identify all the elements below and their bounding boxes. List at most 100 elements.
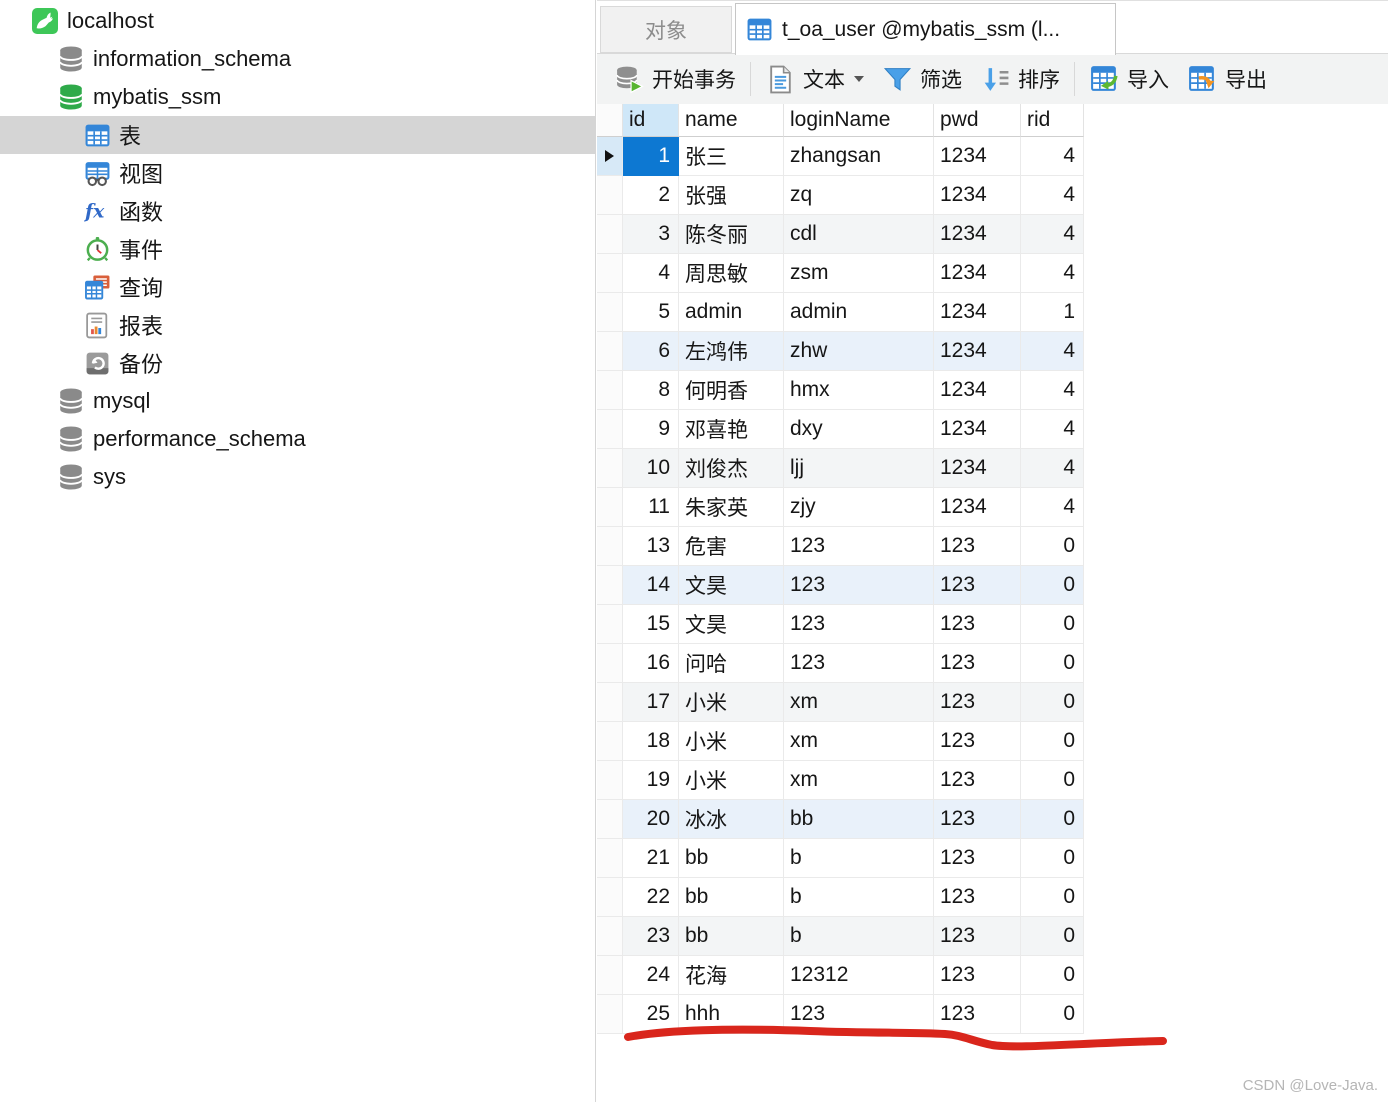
cell-name[interactable]: 危害 [679, 527, 784, 566]
row-selector[interactable] [597, 488, 623, 527]
text-doc-button[interactable]: 文本 [756, 60, 873, 99]
cell-name[interactable]: 邓喜艳 [679, 410, 784, 449]
dropdown-caret-icon[interactable] [854, 76, 864, 82]
cell-name[interactable]: bb [679, 917, 784, 956]
cell-loginName[interactable]: 12312 [784, 956, 934, 995]
cell-pwd[interactable]: 123 [934, 995, 1021, 1034]
tab-objects[interactable]: 对象 [600, 6, 732, 53]
sidebar-item-视图[interactable]: 视图 [0, 154, 595, 192]
cell-name[interactable]: 小米 [679, 722, 784, 761]
cell-rid[interactable]: 0 [1021, 722, 1084, 761]
cell-pwd[interactable]: 123 [934, 839, 1021, 878]
row-selector[interactable] [597, 137, 623, 176]
row-selector[interactable] [597, 332, 623, 371]
row-selector[interactable] [597, 605, 623, 644]
cell-pwd[interactable]: 1234 [934, 449, 1021, 488]
cell-rid[interactable]: 0 [1021, 566, 1084, 605]
begin-transaction-button[interactable]: 开始事务 [605, 60, 745, 99]
sidebar-item-事件[interactable]: 事件 [0, 230, 595, 268]
cell-loginName[interactable]: xm [784, 761, 934, 800]
row-selector[interactable] [597, 410, 623, 449]
cell-name[interactable]: 冰冰 [679, 800, 784, 839]
row-selector[interactable] [597, 293, 623, 332]
sidebar-item-查询[interactable]: 查询 [0, 268, 595, 306]
cell-rid[interactable]: 0 [1021, 800, 1084, 839]
cell-name[interactable]: 文昊 [679, 566, 784, 605]
cell-pwd[interactable]: 123 [934, 761, 1021, 800]
cell-rid[interactable]: 0 [1021, 644, 1084, 683]
cell-pwd[interactable]: 1234 [934, 371, 1021, 410]
cell-rid[interactable]: 0 [1021, 956, 1084, 995]
column-header-rid[interactable]: rid [1021, 104, 1084, 137]
cell-pwd[interactable]: 123 [934, 683, 1021, 722]
sidebar-item-表[interactable]: 表 [0, 116, 595, 154]
row-selector[interactable] [597, 566, 623, 605]
cell-pwd[interactable]: 1234 [934, 332, 1021, 371]
cell-pwd[interactable]: 123 [934, 644, 1021, 683]
cell-id[interactable]: 13 [623, 527, 679, 566]
cell-pwd[interactable]: 123 [934, 800, 1021, 839]
row-selector[interactable] [597, 878, 623, 917]
column-header-id[interactable]: id [623, 104, 679, 137]
cell-loginName[interactable]: zq [784, 176, 934, 215]
cell-pwd[interactable]: 123 [934, 527, 1021, 566]
cell-rid[interactable]: 0 [1021, 995, 1084, 1034]
cell-id[interactable]: 21 [623, 839, 679, 878]
cell-loginName[interactable]: 123 [784, 527, 934, 566]
column-header-pwd[interactable]: pwd [934, 104, 1021, 137]
cell-pwd[interactable]: 1234 [934, 176, 1021, 215]
cell-pwd[interactable]: 1234 [934, 254, 1021, 293]
cell-loginName[interactable]: cdl [784, 215, 934, 254]
cell-id[interactable]: 3 [623, 215, 679, 254]
cell-rid[interactable]: 0 [1021, 878, 1084, 917]
import-button[interactable]: 导入 [1080, 60, 1178, 99]
filter-button[interactable]: 筛选 [873, 60, 971, 99]
cell-pwd[interactable]: 1234 [934, 215, 1021, 254]
cell-id[interactable]: 4 [623, 254, 679, 293]
cell-name[interactable]: 左鸿伟 [679, 332, 784, 371]
row-selector[interactable] [597, 917, 623, 956]
sidebar-item-localhost[interactable]: localhost [0, 2, 595, 40]
cell-name[interactable]: bb [679, 839, 784, 878]
cell-rid[interactable]: 0 [1021, 761, 1084, 800]
cell-name[interactable]: 张强 [679, 176, 784, 215]
cell-pwd[interactable]: 1234 [934, 293, 1021, 332]
cell-loginName[interactable]: 123 [784, 566, 934, 605]
sidebar-item-performance_schema[interactable]: performance_schema [0, 420, 595, 458]
row-selector[interactable] [597, 683, 623, 722]
cell-id[interactable]: 10 [623, 449, 679, 488]
cell-pwd[interactable]: 1234 [934, 137, 1021, 176]
cell-rid[interactable]: 0 [1021, 683, 1084, 722]
cell-pwd[interactable]: 1234 [934, 488, 1021, 527]
cell-rid[interactable]: 4 [1021, 371, 1084, 410]
cell-id[interactable]: 5 [623, 293, 679, 332]
row-selector[interactable] [597, 995, 623, 1034]
cell-name[interactable]: 陈冬丽 [679, 215, 784, 254]
cell-rid[interactable]: 0 [1021, 917, 1084, 956]
cell-loginName[interactable]: admin [784, 293, 934, 332]
cell-name[interactable]: 张三 [679, 137, 784, 176]
cell-id[interactable]: 22 [623, 878, 679, 917]
cell-name[interactable]: 小米 [679, 683, 784, 722]
cell-pwd[interactable]: 123 [934, 956, 1021, 995]
cell-rid[interactable]: 4 [1021, 176, 1084, 215]
cell-rid[interactable]: 0 [1021, 839, 1084, 878]
sidebar-item-sys[interactable]: sys [0, 458, 595, 496]
row-selector[interactable] [597, 800, 623, 839]
cell-id[interactable]: 23 [623, 917, 679, 956]
cell-id[interactable]: 11 [623, 488, 679, 527]
column-header-name[interactable]: name [679, 104, 784, 137]
row-selector[interactable] [597, 839, 623, 878]
sidebar-item-information_schema[interactable]: information_schema [0, 40, 595, 78]
cell-rid[interactable]: 4 [1021, 488, 1084, 527]
cell-pwd[interactable]: 1234 [934, 410, 1021, 449]
cell-name[interactable]: 问哈 [679, 644, 784, 683]
cell-rid[interactable]: 4 [1021, 137, 1084, 176]
sidebar-item-mybatis_ssm[interactable]: mybatis_ssm [0, 78, 595, 116]
cell-pwd[interactable]: 123 [934, 878, 1021, 917]
row-selector[interactable] [597, 254, 623, 293]
cell-loginName[interactable]: ljj [784, 449, 934, 488]
cell-loginName[interactable]: bb [784, 800, 934, 839]
cell-name[interactable]: 刘俊杰 [679, 449, 784, 488]
cell-rid[interactable]: 4 [1021, 254, 1084, 293]
